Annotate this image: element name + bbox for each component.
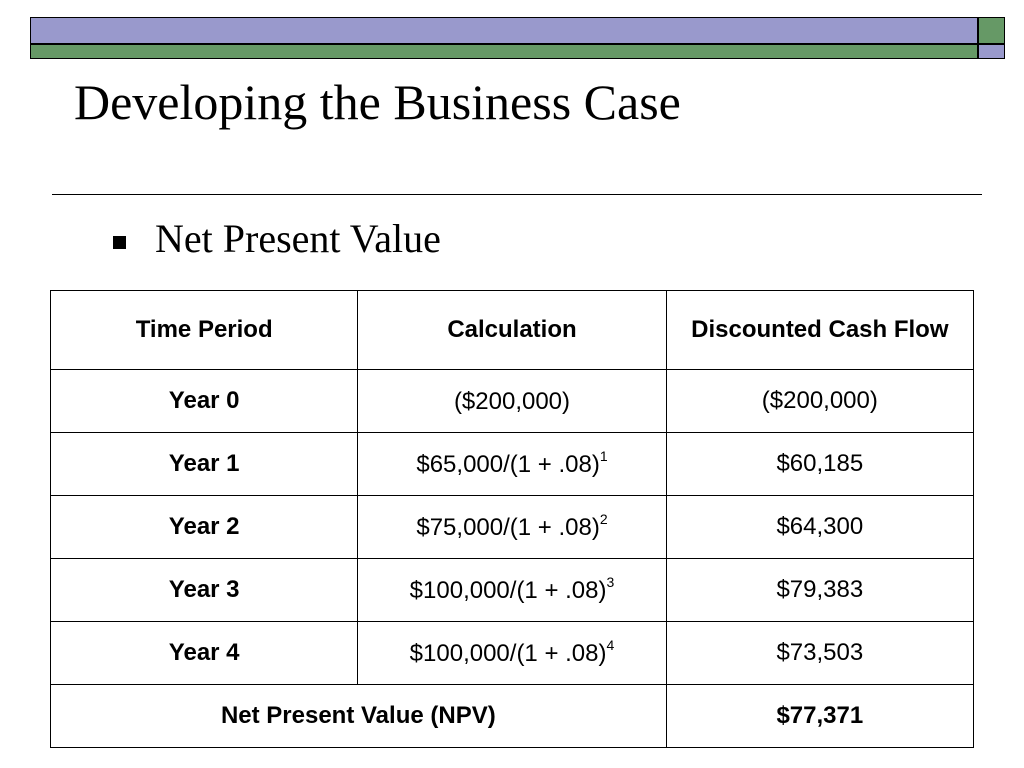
header-discounted-cash-flow: Discounted Cash Flow [665, 290, 975, 370]
cell-dcf: ($200,000) [665, 369, 975, 433]
calc-base: $65,000/(1 + .08) [416, 450, 600, 478]
calc-exponent: 2 [599, 510, 608, 527]
calc-exponent: 3 [606, 573, 615, 590]
header-square-green [978, 17, 1005, 44]
npv-table: Time Period Calculation Discounted Cash … [49, 290, 975, 748]
slide-title: Developing the Business Case [74, 74, 681, 130]
table-row: Year 3 $100,000/(1 + .08)3 $79,383 [49, 558, 975, 622]
bullet-text: Net Present Value [155, 216, 441, 261]
cell-period: Year 0 [49, 369, 359, 433]
cell-period: Year 1 [49, 432, 359, 496]
cell-calculation: $100,000/(1 + .08)3 [357, 558, 667, 622]
cell-period: Year 3 [49, 558, 359, 622]
cell-dcf: $60,185 [665, 432, 975, 496]
calc-exponent: 4 [606, 636, 615, 653]
cell-calculation: $100,000/(1 + .08)4 [357, 621, 667, 685]
cell-dcf: $79,383 [665, 558, 975, 622]
cell-dcf: $64,300 [665, 495, 975, 559]
calc-exponent: 1 [599, 447, 608, 464]
header-bar-purple [30, 17, 978, 44]
table-row: Year 0 ($200,000) ($200,000) [49, 369, 975, 433]
table-row: Year 4 $100,000/(1 + .08)4 $73,503 [49, 621, 975, 685]
header-square-purple [978, 44, 1005, 59]
cell-calculation: $75,000/(1 + .08)2 [357, 495, 667, 559]
table-row: Year 2 $75,000/(1 + .08)2 $64,300 [49, 495, 975, 559]
calc-base: ($200,000) [453, 387, 571, 415]
cell-calculation: $65,000/(1 + .08)1 [357, 432, 667, 496]
bullet-square-icon [113, 236, 126, 249]
header-bar-green [30, 44, 978, 59]
npv-total-label: Net Present Value (NPV) [50, 684, 667, 748]
header-time-period: Time Period [49, 290, 359, 370]
table-total-row: Net Present Value (NPV) $77,371 [50, 684, 975, 748]
header-calculation: Calculation [357, 290, 667, 370]
calc-base: $100,000/(1 + .08) [409, 576, 607, 604]
table-row: Year 1 $65,000/(1 + .08)1 $60,185 [49, 432, 975, 496]
npv-total-value: $77,371 [665, 684, 975, 748]
calc-base: $100,000/(1 + .08) [409, 639, 607, 667]
table-header-row: Time Period Calculation Discounted Cash … [49, 290, 975, 370]
title-divider [52, 194, 982, 195]
cell-period: Year 2 [49, 495, 359, 559]
cell-calculation: ($200,000) [357, 369, 667, 433]
cell-period: Year 4 [49, 621, 359, 685]
cell-dcf: $73,503 [665, 621, 975, 685]
calc-base: $75,000/(1 + .08) [416, 513, 600, 541]
